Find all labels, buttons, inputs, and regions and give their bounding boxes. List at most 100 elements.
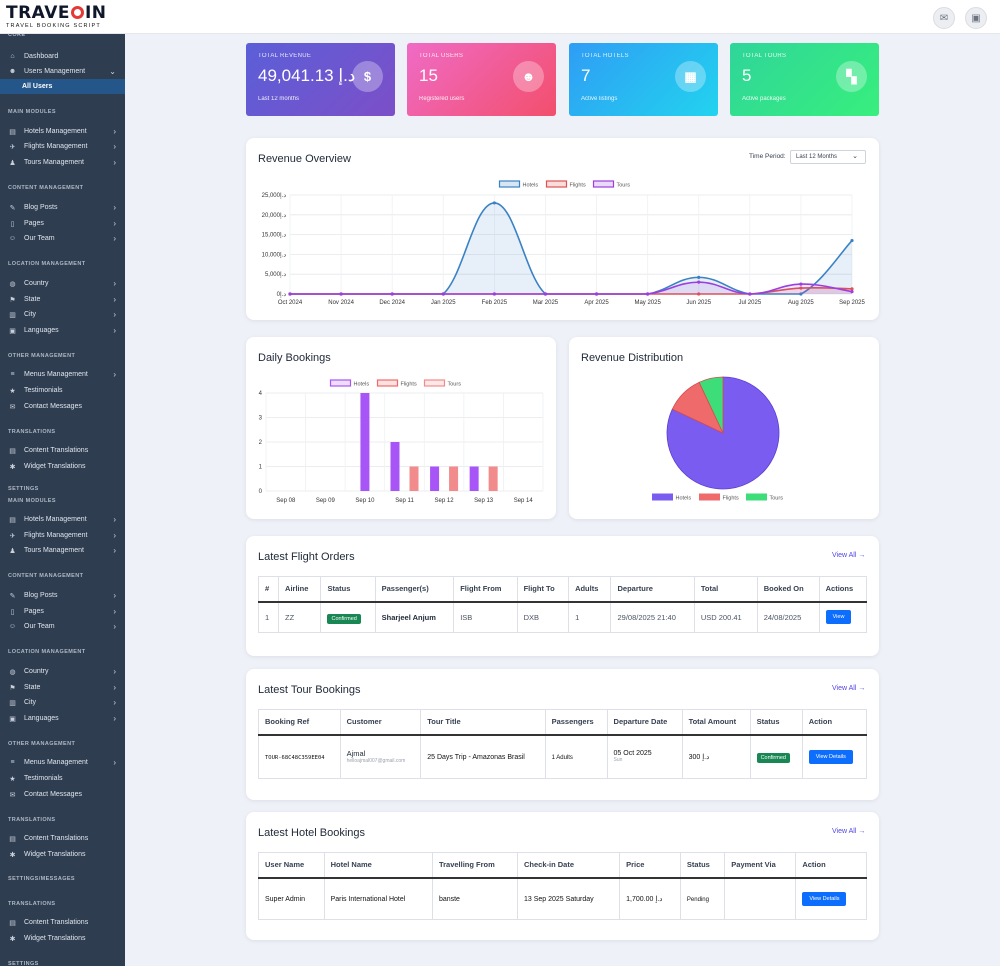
data-point[interactable] (697, 280, 701, 284)
legend-label[interactable]: Tours (448, 382, 462, 388)
legend-swatch[interactable] (746, 493, 767, 501)
sidebar-item-team[interactable]: ☺ Our Team › (0, 231, 125, 246)
data-point[interactable] (594, 292, 599, 296)
sidebar-item-hotels[interactable]: ▤ Hotels Management › (0, 124, 125, 139)
data-point[interactable] (799, 286, 803, 290)
legend-label[interactable]: Flights (401, 382, 417, 388)
legend-label[interactable]: Tours (770, 496, 784, 502)
sidebar-item-blog[interactable]: ✎ Blog Posts › (0, 588, 125, 603)
data-point[interactable] (697, 275, 701, 279)
sidebar-item-languages[interactable]: ▣ Languages › (0, 711, 125, 726)
sidebar-item-tours[interactable]: ♟ Tours Management › (0, 155, 125, 170)
view-details-button[interactable]: View Details (802, 891, 847, 906)
sidebar-item-label: Content Translations (24, 447, 89, 454)
sidebar-item-users-management[interactable]: ☻ Users Management ⌄ (0, 64, 125, 79)
data-point[interactable] (288, 292, 292, 296)
bar-hotels[interactable] (360, 393, 370, 491)
data-point[interactable] (492, 292, 496, 296)
sidebar-item-pages[interactable]: ▯ Pages › (0, 604, 125, 619)
legend-label[interactable]: Hotels (523, 183, 539, 189)
table-row: TOUR-68C48C359EE04 Ajmal helloajmal007@gma… (258, 734, 868, 779)
sidebar-item-menus[interactable]: ≡ Menus Management › (0, 367, 125, 382)
pie-slice-hotels[interactable] (666, 376, 780, 490)
sidebar-item-widget-translations[interactable]: ✱ Widget Translations (0, 459, 125, 474)
data-point[interactable] (390, 292, 394, 296)
flight-orders-view-all-link[interactable]: View All → (832, 552, 866, 559)
legend-label[interactable]: Hotels (354, 382, 370, 388)
view-button[interactable]: View (825, 610, 852, 625)
profile-button[interactable]: ▣ (965, 7, 987, 29)
legend-swatch[interactable] (652, 493, 673, 501)
legend-label[interactable]: Tours (617, 183, 631, 189)
tour-bookings-view-all-link[interactable]: View All → (832, 685, 866, 692)
data-point[interactable] (799, 292, 803, 296)
flight-orders-header: # (257, 576, 280, 603)
data-point[interactable] (543, 292, 548, 296)
sidebar-item-testimonials[interactable]: ★ Testimonials (0, 771, 125, 786)
view-details-button[interactable]: View Details (808, 749, 853, 764)
sidebar-item-label: Tours Management (24, 159, 84, 166)
sidebar-item-contact[interactable]: ✉ Contact Messages (0, 399, 125, 414)
data-point[interactable] (799, 282, 803, 286)
bar-tours[interactable] (488, 466, 498, 492)
sidebar-item-contact[interactable]: ✉ Contact Messages (0, 787, 125, 802)
data-point[interactable] (748, 292, 752, 296)
legend-swatch[interactable] (423, 379, 446, 387)
pie-slice-tours[interactable] (698, 376, 724, 434)
messages-button[interactable]: ✉ (933, 7, 955, 29)
sidebar-item-all-users[interactable]: All Users (0, 79, 125, 94)
sidebar-item-label: City (24, 699, 37, 706)
hotel-bookings-view-all-link[interactable]: View All → (832, 828, 866, 835)
bar-hotels[interactable] (430, 466, 440, 492)
brand-logo[interactable]: TRAVE IN TRAVEL BOOKING SCRIPT (6, 3, 107, 30)
legend-label[interactable]: Hotels (676, 496, 692, 502)
user-card-icon: ▣ (971, 12, 981, 24)
bar-tours[interactable] (409, 466, 419, 492)
time-period-select[interactable]: Last 12 Months ⌄ (790, 150, 866, 164)
legend-label[interactable]: Flights (570, 183, 586, 189)
data-point[interactable] (492, 201, 496, 205)
language-icon: ▣ (9, 715, 16, 723)
bar-tours[interactable] (449, 466, 459, 492)
sidebar-item-widget-translations[interactable]: ✱ Widget Translations (0, 847, 125, 862)
sidebar-item-tours[interactable]: ♟ Tours Management › (0, 543, 125, 558)
sidebar-item-testimonials[interactable]: ★ Testimonials (0, 383, 125, 398)
language-icon: ▣ (9, 327, 16, 335)
data-point[interactable] (850, 287, 854, 291)
sidebar-item-content-translations[interactable]: ▤ Content Translations (0, 443, 125, 458)
legend-swatch[interactable] (545, 180, 568, 188)
legend-swatch[interactable] (592, 180, 615, 188)
bar-hotels[interactable] (390, 442, 400, 491)
sidebar-item-languages[interactable]: ▣ Languages › (0, 323, 125, 338)
sidebar-item-flights[interactable]: ✈ Flights Management › (0, 139, 125, 154)
sidebar-item-dashboard[interactable]: ⌂ Dashboard (0, 49, 125, 64)
sidebar-item-city[interactable]: ▥ City › (0, 307, 125, 322)
sidebar-item-city[interactable]: ▥ City › (0, 695, 125, 710)
sidebar-item-flights[interactable]: ✈ Flights Management › (0, 528, 125, 543)
data-point[interactable] (339, 292, 343, 296)
sidebar-item-content-translations[interactable]: ▤ Content Translations (0, 831, 125, 846)
sidebar-item-hotels[interactable]: ▤ Hotels Management › (0, 512, 125, 527)
sidebar-item-widget-translations[interactable]: ✱ Widget Translations (0, 931, 125, 946)
sidebar-item-country[interactable]: ◍ Country › (0, 276, 125, 291)
sidebar-item-menus[interactable]: ≡ Menus Management › (0, 755, 125, 770)
data-point[interactable] (697, 292, 701, 296)
sidebar-item-state[interactable]: ⚑ State › (0, 292, 125, 307)
legend-swatch[interactable] (329, 379, 352, 387)
data-point[interactable] (441, 292, 445, 296)
sidebar-item-country[interactable]: ◍ Country › (0, 664, 125, 679)
legend-label[interactable]: Flights (723, 496, 739, 502)
sidebar-item-pages[interactable]: ▯ Pages › (0, 216, 125, 231)
users-icon: ☻ (8, 68, 17, 75)
sidebar-item-team[interactable]: ☺ Our Team › (0, 619, 125, 634)
sidebar-item-content-translations[interactable]: ▤ Content Translations (0, 915, 125, 930)
data-point[interactable] (646, 292, 650, 296)
bar-hotels[interactable] (469, 466, 479, 492)
sidebar-item-state[interactable]: ⚑ State › (0, 680, 125, 695)
legend-swatch[interactable] (376, 379, 399, 387)
sidebar-item-blog[interactable]: ✎ Blog Posts › (0, 200, 125, 215)
legend-swatch[interactable] (699, 493, 720, 501)
data-point[interactable] (850, 290, 854, 294)
data-point[interactable] (850, 238, 854, 243)
legend-swatch[interactable] (498, 180, 521, 188)
